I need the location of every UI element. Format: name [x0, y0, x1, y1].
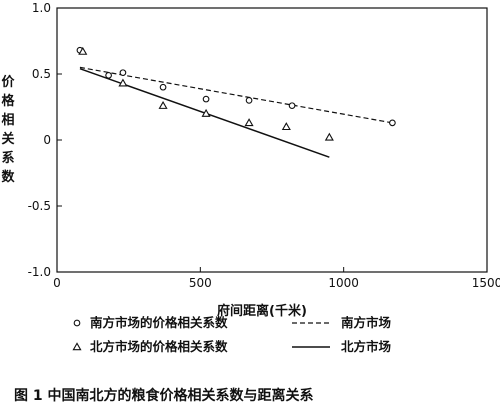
- north-data-point: [118, 78, 128, 87]
- y-axis-label-char: 系: [1, 150, 14, 166]
- legend-north-points-label: 北方市场的价格相关系数: [90, 339, 228, 354]
- north-data-point: [158, 100, 168, 109]
- legend-north-marker-icon: [72, 342, 82, 351]
- marks-layer: [76, 46, 396, 158]
- legend-south-marker-icon: [73, 319, 81, 327]
- legend-south-line-label: 南方市场: [341, 315, 391, 330]
- south-data-point: [245, 97, 253, 104]
- figure-caption: 图 1 中国南北方的粮食价格相关系数与距离关系: [14, 387, 314, 404]
- south-data-point: [202, 95, 210, 103]
- y-tick-label: 1.0: [32, 1, 51, 15]
- x-axis-label: 府间距离(千米): [217, 303, 307, 319]
- y-tick-label: -1.0: [28, 265, 51, 279]
- south-data-point: [389, 119, 396, 127]
- legend-north-line-label: 北方市场: [341, 339, 391, 354]
- south-trend-line: [79, 66, 393, 124]
- plot-frame: [56, 7, 488, 273]
- x-tick-label: 500: [189, 276, 212, 290]
- south-data-point: [288, 102, 296, 110]
- south-data-point: [105, 71, 112, 79]
- north-data-point: [201, 108, 211, 117]
- y-tick-label: 0: [43, 133, 51, 147]
- y-tick-label: -0.5: [28, 199, 51, 213]
- y-axis-label-char: 关: [1, 131, 14, 147]
- south-data-point: [119, 69, 127, 77]
- north-data-point: [244, 118, 254, 127]
- y-tick-label: 0.5: [32, 67, 51, 81]
- north-data-point: [78, 46, 88, 55]
- x-tick-label: 0: [53, 276, 61, 290]
- y-axis-label-char: 价: [1, 75, 15, 90]
- south-data-point: [159, 83, 167, 91]
- y-axis-label-char: 格: [1, 93, 15, 109]
- north-data-point: [324, 132, 334, 141]
- y-axis-label: 价格相关系数: [1, 75, 15, 185]
- x-tick-label: 1000: [328, 276, 359, 290]
- y-axis-label-char: 相: [1, 112, 14, 128]
- y-axis-label-char: 数: [1, 169, 15, 185]
- legend-south-points-label: 南方市场的价格相关系数: [90, 315, 228, 330]
- north-data-point: [281, 122, 291, 131]
- x-tick-label: 1500: [472, 276, 500, 290]
